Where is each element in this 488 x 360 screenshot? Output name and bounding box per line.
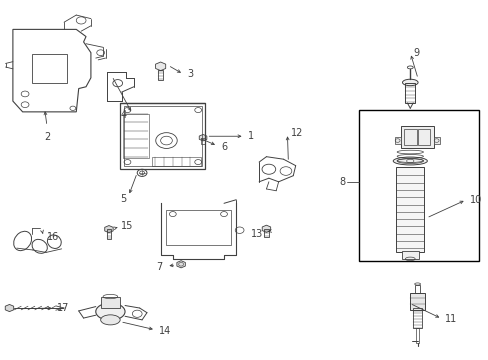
Text: 14: 14 [159, 325, 171, 336]
Ellipse shape [96, 303, 125, 320]
Bar [152, 157, 200, 166]
Bar [107, 229, 111, 239]
Text: 16: 16 [46, 232, 59, 242]
Bar [201, 138, 204, 144]
Text: 4: 4 [120, 111, 126, 121]
Bar [400, 126, 433, 148]
Text: 10: 10 [469, 195, 481, 205]
Text: 3: 3 [186, 69, 193, 79]
Polygon shape [177, 261, 185, 268]
Text: 1: 1 [248, 131, 254, 141]
Polygon shape [262, 225, 270, 232]
Bar [120, 103, 205, 169]
Bar [358, 110, 478, 261]
Bar [409, 293, 425, 310]
Bar [122, 114, 149, 158]
Text: 2: 2 [44, 132, 50, 141]
Bar [404, 129, 416, 145]
Text: 15: 15 [121, 221, 133, 230]
Text: 8: 8 [339, 177, 345, 187]
Ellipse shape [402, 79, 417, 86]
Text: 17: 17 [57, 303, 69, 313]
Polygon shape [104, 226, 113, 233]
Bar [417, 129, 429, 145]
Bar [165, 211, 231, 244]
Bar [415, 328, 418, 343]
Bar [395, 167, 424, 252]
Text: 7: 7 [156, 262, 162, 272]
Text: 13: 13 [250, 229, 263, 239]
Text: 6: 6 [221, 142, 227, 152]
Bar [158, 69, 163, 80]
Bar [394, 137, 400, 144]
Bar [433, 137, 439, 144]
Text: 11: 11 [445, 314, 457, 324]
Bar [414, 285, 419, 293]
Text: 12: 12 [290, 129, 303, 138]
Bar [124, 106, 201, 166]
Text: 5: 5 [120, 194, 126, 204]
Bar [412, 309, 422, 328]
Polygon shape [5, 305, 14, 312]
Ellipse shape [101, 315, 120, 325]
Bar [405, 83, 414, 103]
Ellipse shape [392, 157, 427, 165]
Polygon shape [199, 134, 206, 141]
Polygon shape [155, 62, 165, 71]
Bar [401, 251, 418, 259]
Bar [264, 229, 268, 237]
Text: 9: 9 [413, 48, 419, 58]
Bar [101, 297, 120, 308]
